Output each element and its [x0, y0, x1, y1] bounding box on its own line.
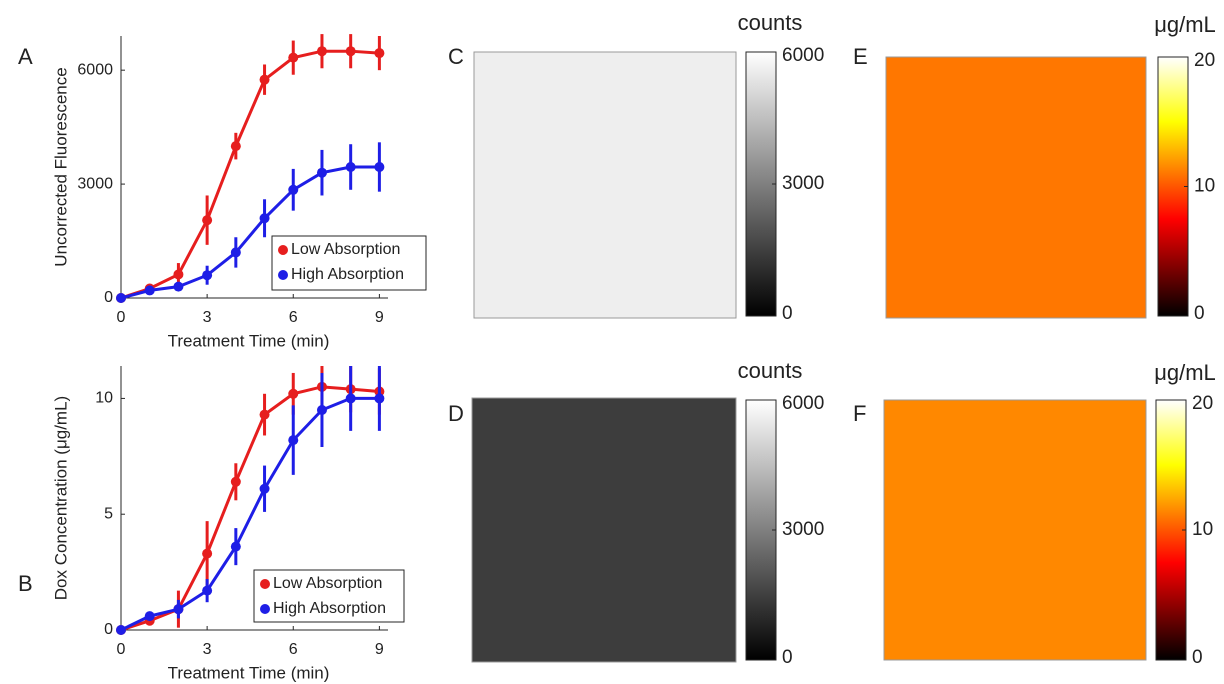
y-tick-label: 0 — [104, 621, 113, 638]
figure: A0369030006000Treatment Time (min)Uncorr… — [0, 0, 1224, 684]
marker — [173, 604, 183, 614]
marker — [202, 270, 212, 280]
marker — [231, 247, 241, 257]
page: A0369030006000Treatment Time (min)Uncorr… — [0, 0, 1224, 684]
marker — [317, 168, 327, 178]
image — [884, 400, 1146, 660]
x-axis-label: Treatment Time (min) — [168, 331, 330, 350]
y-tick-label: 6000 — [77, 61, 113, 78]
legend-marker — [278, 270, 288, 280]
marker — [173, 269, 183, 279]
marker — [202, 215, 212, 225]
image — [472, 398, 736, 662]
colorbar — [746, 52, 776, 316]
marker — [346, 162, 356, 172]
legend-label: Low Absorption — [273, 575, 382, 592]
marker — [374, 162, 384, 172]
marker — [346, 393, 356, 403]
panel-label: B — [18, 571, 33, 596]
y-axis-label: Uncorrected Fluorescence — [51, 67, 70, 266]
colorbar — [1156, 400, 1186, 660]
colorbar-tick-label: 10 — [1194, 176, 1215, 197]
legend-marker — [278, 245, 288, 255]
panel-label: E — [853, 44, 868, 69]
colorbar-tick-label: 0 — [782, 647, 793, 668]
y-tick-label: 5 — [104, 505, 113, 522]
colorbar-tick-label: 3000 — [782, 519, 824, 540]
colorbar-tick-label: 20 — [1194, 50, 1215, 71]
x-axis-label: Treatment Time (min) — [168, 663, 330, 682]
y-axis-label: Dox Concentration (μg/mL) — [51, 396, 70, 600]
marker — [260, 75, 270, 85]
marker — [288, 389, 298, 399]
marker — [116, 625, 126, 635]
colorbar-label: counts — [738, 10, 803, 35]
panel-label: A — [18, 44, 33, 69]
y-tick-label: 0 — [104, 289, 113, 306]
marker — [202, 549, 212, 559]
colorbar-label: μg/mL — [1154, 360, 1216, 385]
legend-label: High Absorption — [273, 600, 386, 617]
panel-label: D — [448, 401, 464, 426]
x-tick-label: 3 — [203, 309, 212, 326]
y-tick-label: 10 — [95, 390, 113, 407]
x-tick-label: 9 — [375, 641, 384, 658]
colorbar-tick-label: 0 — [1194, 303, 1205, 324]
x-tick-label: 6 — [289, 309, 298, 326]
marker — [145, 285, 155, 295]
marker — [231, 141, 241, 151]
marker — [288, 53, 298, 63]
marker — [346, 46, 356, 56]
marker — [202, 586, 212, 596]
y-tick-label: 3000 — [77, 175, 113, 192]
marker — [116, 293, 126, 303]
colorbar-tick-label: 3000 — [782, 173, 824, 194]
x-tick-label: 3 — [203, 641, 212, 658]
colorbar-tick-label: 0 — [782, 303, 793, 324]
legend-marker — [260, 604, 270, 614]
image — [474, 52, 736, 318]
marker — [173, 282, 183, 292]
marker — [145, 611, 155, 621]
panel-label: C — [448, 44, 464, 69]
marker — [260, 213, 270, 223]
marker — [231, 542, 241, 552]
colorbar-label: counts — [738, 358, 803, 383]
x-tick-label: 0 — [117, 309, 126, 326]
legend-marker — [260, 579, 270, 589]
marker — [288, 435, 298, 445]
marker — [260, 410, 270, 420]
x-tick-label: 6 — [289, 641, 298, 658]
marker — [231, 477, 241, 487]
colorbar — [1158, 57, 1188, 316]
colorbar-tick-label: 6000 — [782, 45, 824, 66]
colorbar-tick-label: 0 — [1192, 647, 1203, 668]
marker — [317, 405, 327, 415]
colorbar-tick-label: 20 — [1192, 393, 1213, 414]
x-tick-label: 9 — [375, 309, 384, 326]
marker — [288, 185, 298, 195]
image — [886, 57, 1146, 318]
colorbar-label: μg/mL — [1154, 12, 1216, 37]
x-tick-label: 0 — [117, 641, 126, 658]
marker — [374, 48, 384, 58]
panel-label: F — [853, 401, 866, 426]
legend-label: High Absorption — [291, 266, 404, 283]
legend-label: Low Absorption — [291, 241, 400, 258]
colorbar-tick-label: 10 — [1192, 519, 1213, 540]
marker — [317, 46, 327, 56]
marker — [260, 484, 270, 494]
marker — [374, 393, 384, 403]
colorbar — [746, 400, 776, 660]
colorbar-tick-label: 6000 — [782, 393, 824, 414]
